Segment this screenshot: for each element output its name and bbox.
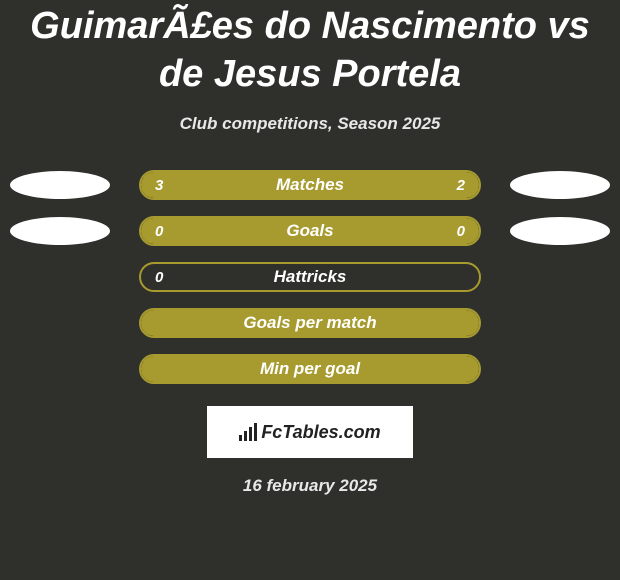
stat-label: Min per goal xyxy=(141,359,479,379)
chart-icon xyxy=(239,423,257,441)
stat-bar: Min per goal xyxy=(139,354,481,384)
subtitle: Club competitions, Season 2025 xyxy=(0,114,620,134)
page-title: GuimarÃ£es do Nascimento vs de Jesus Por… xyxy=(0,3,620,98)
stats-section: 32Matches 00Goals 0Hattricks Goals per matc… xyxy=(0,170,620,384)
stat-label: Matches xyxy=(141,175,479,195)
stat-label: Hattricks xyxy=(141,267,479,287)
stat-label: Goals xyxy=(141,221,479,241)
stat-row: 0Hattricks xyxy=(0,262,620,292)
brand-logo-inner: FcTables.com xyxy=(239,422,380,443)
comparison-card: GuimarÃ£es do Nascimento vs de Jesus Por… xyxy=(0,0,620,496)
stat-row: 00Goals xyxy=(0,216,620,246)
stat-bar: 32Matches xyxy=(139,170,481,200)
stat-row: Min per goal xyxy=(0,354,620,384)
stat-row: 32Matches xyxy=(0,170,620,200)
stat-row: Goals per match xyxy=(0,308,620,338)
stat-bar: 0Hattricks xyxy=(139,262,481,292)
stat-label: Goals per match xyxy=(141,313,479,333)
player-left-marker xyxy=(10,217,110,245)
stat-bar: Goals per match xyxy=(139,308,481,338)
stat-bar: 00Goals xyxy=(139,216,481,246)
player-right-marker xyxy=(510,171,610,199)
brand-name: FcTables.com xyxy=(261,422,380,443)
player-right-marker xyxy=(510,217,610,245)
player-left-marker xyxy=(10,171,110,199)
date-label: 16 february 2025 xyxy=(0,476,620,496)
brand-logo[interactable]: FcTables.com xyxy=(207,406,413,458)
